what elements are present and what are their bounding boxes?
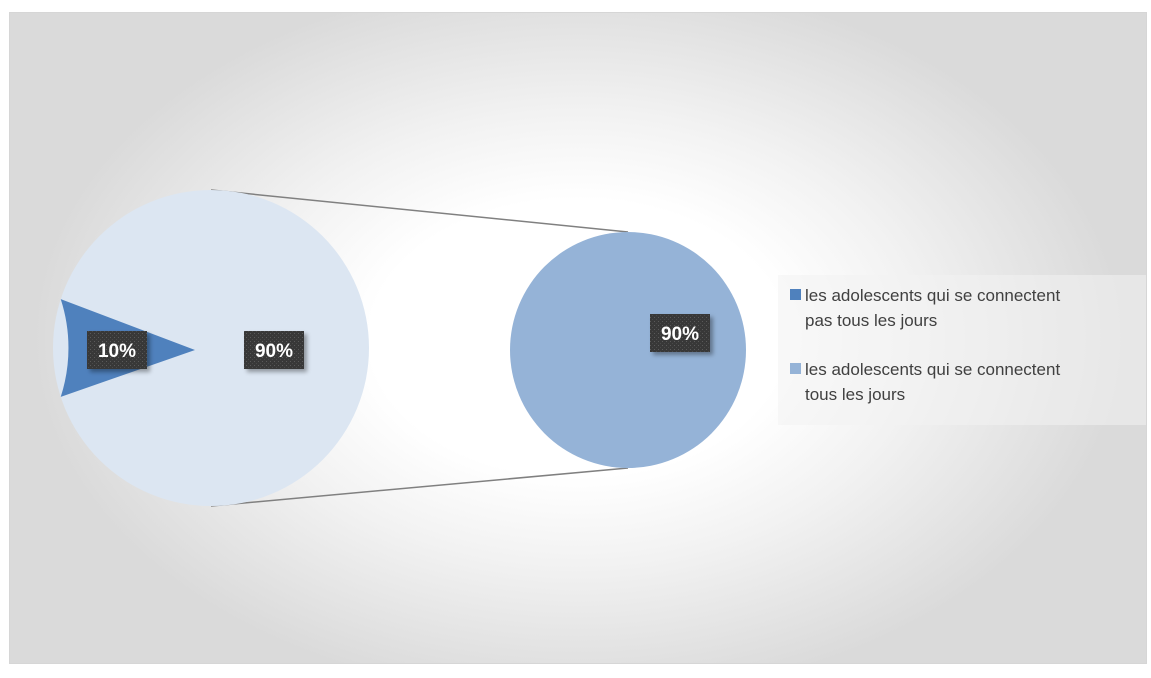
pie-of-pie-chart: 10% 90% 90% les adolescents qui se connect… xyxy=(53,189,1146,507)
secondary-pie-slice-connect-daily xyxy=(510,232,746,468)
legend-text-2-line-1: les adolescents qui se connectent xyxy=(805,360,1060,379)
legend: les adolescents qui se connectent pas tou… xyxy=(778,275,1146,425)
data-label-not-daily-box xyxy=(87,331,147,369)
legend-background xyxy=(778,275,1146,425)
legend-swatch-1 xyxy=(790,289,801,300)
legend-swatch-2 xyxy=(790,363,801,374)
connector-line-bottom xyxy=(210,467,629,507)
legend-entry-1: les adolescents qui se connectent pas tou… xyxy=(790,286,1060,330)
data-label-not-daily: 10% xyxy=(87,331,147,369)
legend-text-1-line-1: les adolescents qui se connectent xyxy=(805,286,1060,305)
legend-text-1-line-2: pas tous les jours xyxy=(805,311,937,330)
data-label-not-daily-text: 10% xyxy=(98,341,136,362)
data-label-daily: 90% xyxy=(244,331,304,369)
data-label-secondary-daily: 90% xyxy=(650,314,710,352)
data-label-secondary-daily-box xyxy=(650,314,710,352)
data-label-daily-text: 90% xyxy=(255,341,293,362)
data-label-daily-box xyxy=(244,331,304,369)
pie-slice-connect-daily xyxy=(53,190,369,506)
legend-text-2-line-2: tous les jours xyxy=(805,385,905,404)
chart-area: 10% 90% 90% les adolescents qui se connect… xyxy=(9,12,1147,664)
legend-entry-2: les adolescents qui se connectent tous le… xyxy=(790,360,1060,404)
data-label-secondary-daily-text: 90% xyxy=(661,324,699,345)
connector-line-top xyxy=(210,189,629,233)
